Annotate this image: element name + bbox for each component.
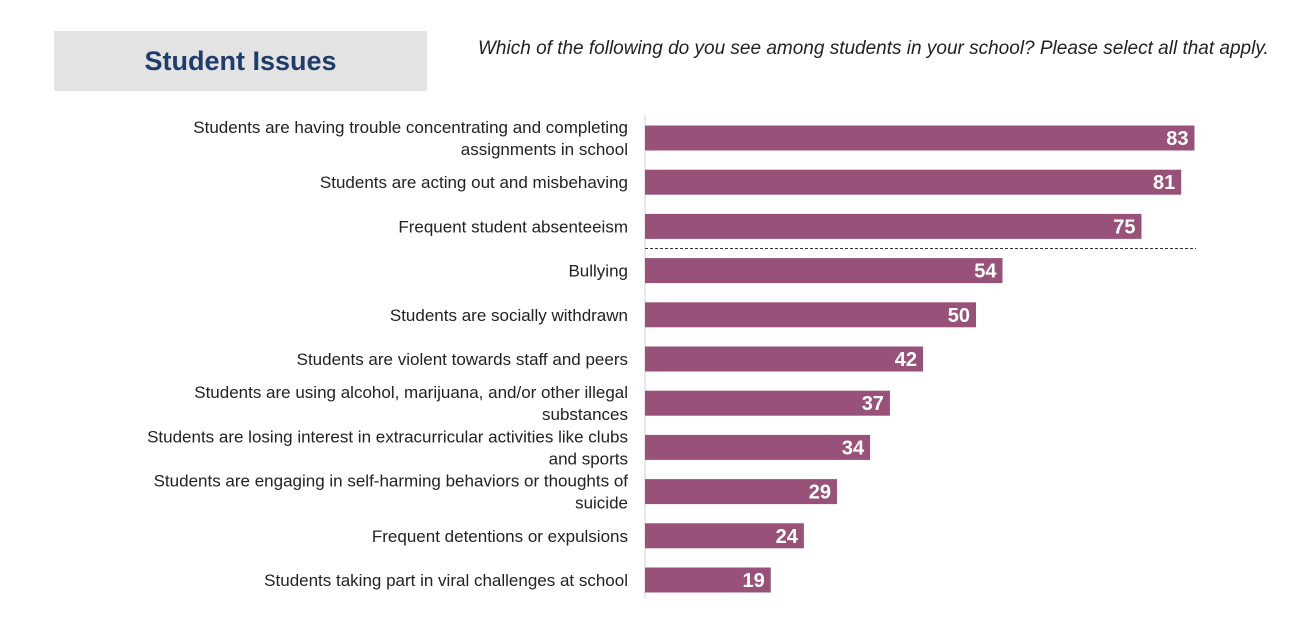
category-label: Students are using alcohol, marijuana, a… (194, 383, 628, 402)
bar (645, 346, 924, 372)
bar (645, 479, 837, 505)
category-label: Frequent student absenteeism (398, 217, 628, 236)
data-label: 37 (862, 393, 884, 415)
data-label: 50 (948, 305, 970, 327)
data-label: 19 (743, 570, 765, 592)
category-label: Students taking part in viral challenges… (264, 571, 628, 590)
page-title: Student Issues (144, 45, 337, 76)
category-label: Students are violent towards staff and p… (297, 350, 628, 369)
category-label: and sports (549, 449, 628, 468)
data-label: 29 (809, 482, 831, 504)
category-label: Frequent detentions or expulsions (372, 527, 628, 546)
bar (645, 567, 771, 593)
data-label: 83 (1166, 128, 1188, 150)
category-label: Students are acting out and misbehaving (320, 173, 628, 192)
category-label: suicide (575, 494, 628, 513)
data-label: 54 (974, 261, 997, 283)
category-label: Students are socially withdrawn (390, 306, 628, 325)
category-label: Students are engaging in self-harming be… (154, 472, 629, 491)
data-label: 34 (842, 437, 865, 459)
bar (645, 213, 1142, 239)
data-label: 42 (895, 349, 917, 371)
bar (645, 169, 1182, 195)
bar (645, 258, 1003, 284)
survey-question: Which of the following do you see among … (478, 38, 1269, 59)
bar (645, 434, 871, 460)
bar (645, 523, 804, 549)
title-box: Student Issues (54, 31, 427, 91)
bar (645, 302, 976, 328)
bar (645, 125, 1195, 151)
data-label: 75 (1113, 216, 1135, 238)
category-label: substances (542, 405, 628, 424)
category-label: assignments in school (461, 140, 628, 159)
data-label: 24 (776, 526, 799, 548)
category-label: Students are having trouble concentratin… (193, 118, 628, 137)
bar (645, 390, 890, 416)
category-label: Bullying (568, 262, 628, 281)
data-label: 81 (1153, 172, 1175, 194)
category-label: Students are losing interest in extracur… (147, 427, 628, 446)
